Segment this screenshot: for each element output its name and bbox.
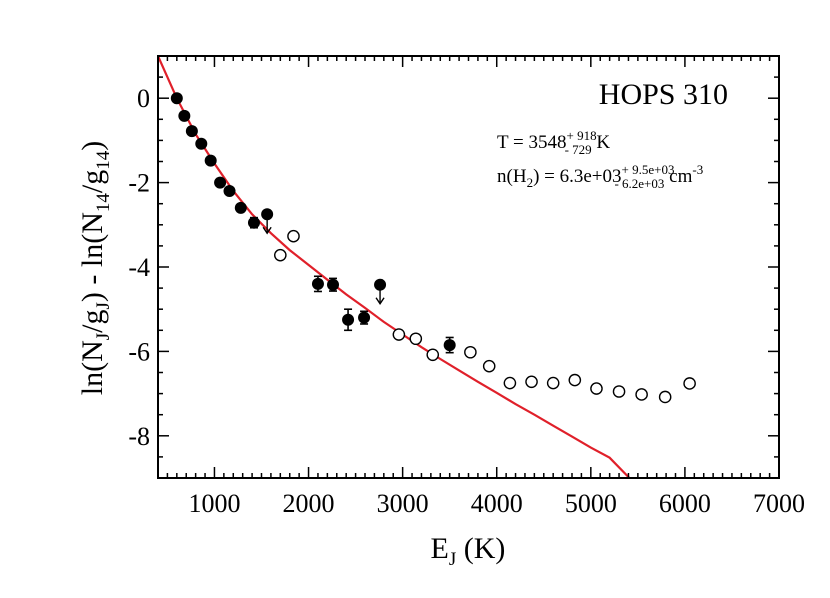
data-point-open: [546, 376, 560, 390]
x-tick-label: 4000: [471, 489, 523, 518]
data-point-filled: [185, 125, 198, 138]
y-tick-label: -6: [128, 337, 150, 366]
y-tick-label: -4: [128, 253, 150, 282]
y-axis-label-part: ) - ln(N: [76, 212, 109, 302]
data-point-filled: [327, 278, 340, 291]
x-axis-label: EJ (K): [431, 532, 506, 570]
y-axis-label-part: ): [76, 141, 109, 151]
y-axis-label: ln(NJ/gJ) - ln(N14/g14): [76, 141, 114, 395]
data-point-filled: [223, 185, 236, 198]
chart-title: HOPS 310: [599, 78, 728, 111]
temperature-err-minus: - 729: [565, 142, 592, 157]
data-point-filled: [311, 277, 324, 290]
data-point-open: [525, 375, 538, 389]
x-tick-label: 6000: [659, 489, 711, 518]
y-tick-label: 0: [137, 84, 150, 113]
data-points-layer: [170, 92, 696, 404]
data-point-open: [482, 359, 496, 373]
density-unit: cm: [664, 166, 692, 187]
temperature-unit: K: [592, 132, 611, 153]
fit-curve-line: [158, 56, 631, 478]
y-axis-label-sub: J: [93, 333, 114, 340]
data-point-filled: [204, 154, 217, 167]
x-tick-label: 3000: [377, 489, 429, 518]
data-point-filled: [214, 176, 227, 189]
x-tick-label: 2000: [283, 489, 335, 518]
density-value: ) = 6.3e+03: [533, 166, 621, 187]
fit-curve-layer: [158, 56, 631, 478]
data-point-open: [274, 248, 287, 262]
axes-layer: [157, 55, 780, 479]
text-layer: 1000 2000 3000 4000 5000 6000 7000 0 -2 -4 -6 -8 EJ …: [76, 78, 805, 570]
data-point-filled: [170, 92, 183, 105]
data-point-filled: [443, 339, 456, 352]
x-tick-label: 1000: [188, 489, 240, 518]
y-axis-label-part: /g: [76, 170, 109, 193]
y-axis-label-part: /g: [76, 309, 109, 332]
y-axis-label-part: ln(N: [76, 340, 109, 395]
data-point-open: [568, 373, 582, 387]
data-point-filled: [195, 137, 208, 150]
data-point-filled: [358, 311, 371, 324]
x-axis-label-tail: (K): [456, 532, 505, 565]
temperature-value: T = 3548: [497, 132, 566, 153]
density-unit-sup: -3: [692, 162, 703, 177]
data-point-open: [612, 385, 626, 398]
data-point-open: [426, 348, 440, 362]
upper-limit-arrow-head: [262, 226, 272, 235]
upper-limit-arrow-head: [375, 297, 385, 305]
data-point-filled: [234, 201, 247, 214]
data-point-open: [409, 332, 423, 346]
y-tick-label: -8: [128, 422, 150, 451]
x-axis-label-sub: J: [449, 549, 456, 570]
data-point-open: [503, 376, 517, 390]
data-point-filled: [261, 208, 274, 221]
data-point-open: [464, 345, 477, 359]
x-tick-label: 5000: [565, 489, 617, 518]
data-point-filled: [374, 278, 387, 291]
data-point-filled: [178, 109, 191, 122]
density-err-minus: - 6.2e+03: [614, 176, 664, 191]
x-axis-label-base: E: [431, 532, 449, 565]
data-point-open: [287, 229, 300, 243]
y-axis-label-sub: 14: [93, 150, 114, 170]
density-err-plus: + 9.5e+03: [622, 162, 675, 177]
data-point-open: [683, 377, 696, 390]
density-prefix: n(H: [497, 166, 527, 187]
y-tick-label: -2: [128, 169, 150, 198]
data-point-open: [658, 390, 672, 404]
y-axis-label-sub: J: [93, 302, 114, 309]
data-point-open: [590, 382, 603, 395]
data-point-open: [392, 328, 406, 341]
data-point-open: [635, 388, 648, 401]
temperature-err-plus: + 918: [566, 128, 596, 143]
data-point-filled: [247, 216, 260, 229]
density-h2-sub: 2: [527, 175, 534, 190]
x-tick-label: 7000: [753, 489, 805, 518]
y-axis-label-sub: 14: [93, 193, 114, 213]
density-annotation: n(H2) = 6.3e+03+ 9.5e+03- 6.2e+03 cm-3: [497, 162, 703, 191]
data-point-filled: [342, 313, 355, 326]
plot-frame: [157, 55, 780, 479]
temperature-annotation: T = 3548+ 918- 729 K: [497, 128, 610, 157]
